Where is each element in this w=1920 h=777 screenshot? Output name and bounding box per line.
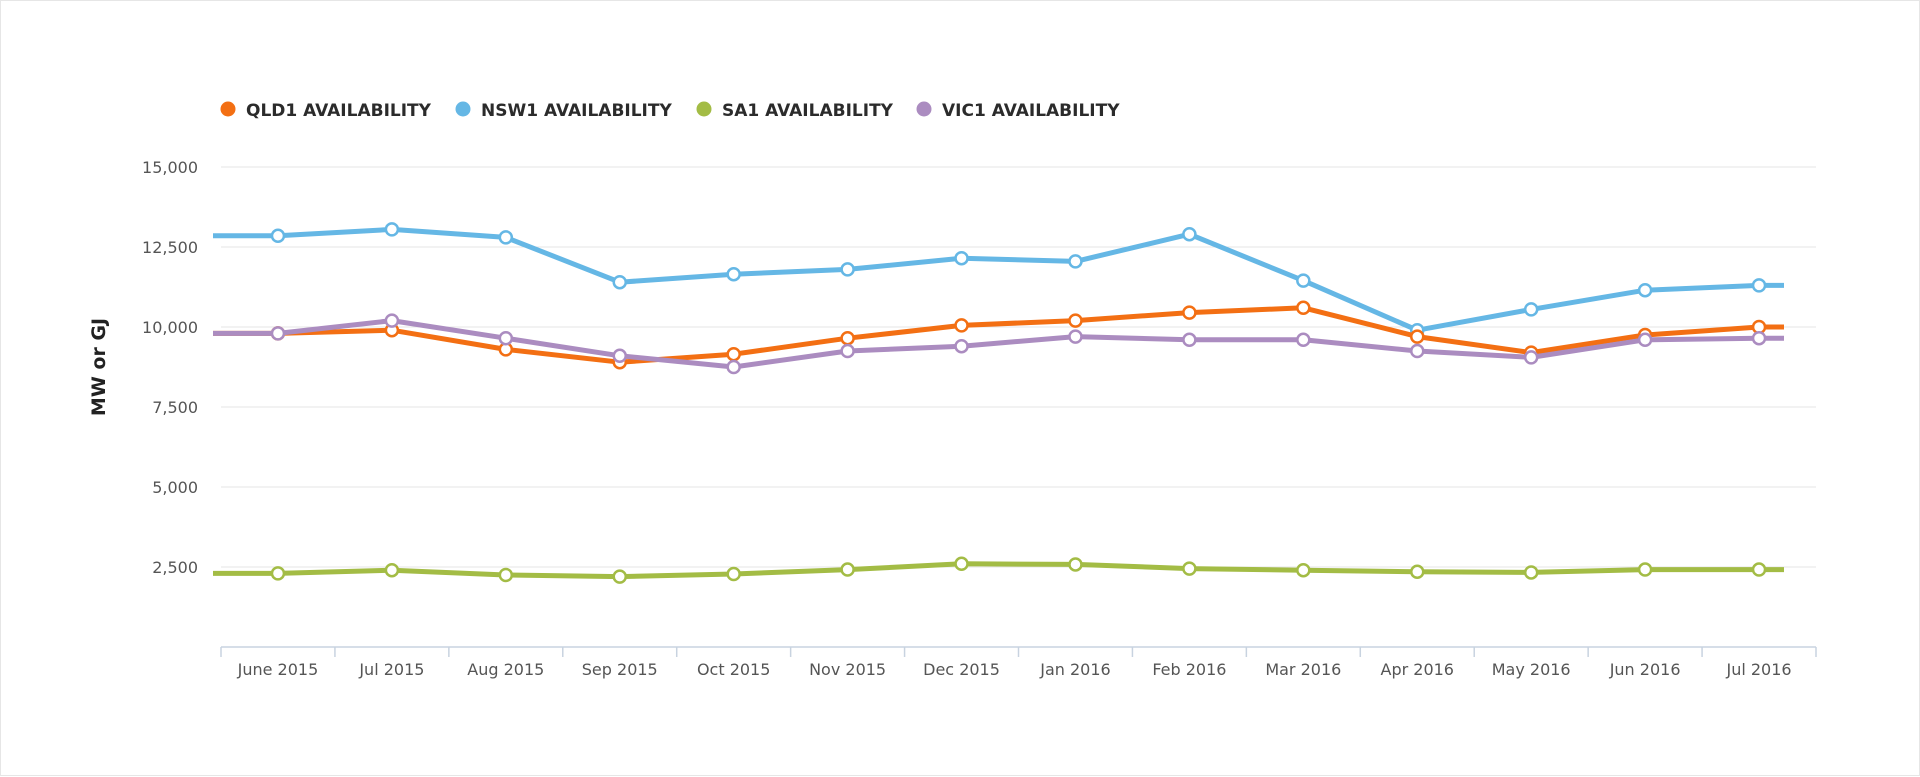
legend-swatch bbox=[220, 101, 236, 117]
data-point[interactable] bbox=[954, 250, 969, 266]
data-point[interactable] bbox=[1182, 561, 1197, 576]
data-point[interactable] bbox=[1523, 302, 1539, 317]
data-point[interactable] bbox=[1296, 562, 1311, 578]
y-tick-label: 15,000 bbox=[142, 158, 198, 177]
data-point[interactable] bbox=[1182, 332, 1197, 348]
legend-swatch bbox=[696, 101, 712, 117]
legend-item[interactable]: SA1 AVAILABILITY bbox=[696, 101, 894, 121]
data-point[interactable] bbox=[1068, 313, 1083, 328]
x-axis: June 2015 Jul 2015 Aug 2015 Sep 2015 Oct 201… bbox=[220, 646, 1817, 679]
series-line bbox=[213, 226, 1784, 333]
y-tick-label: 10,000 bbox=[142, 318, 198, 337]
x-tick-label: Jun 2016 bbox=[1609, 660, 1681, 679]
legend-item[interactable]: NSW1 AVAILABILITY bbox=[455, 101, 673, 121]
x-tick-label: Oct 2015 bbox=[697, 660, 770, 679]
data-point[interactable] bbox=[498, 567, 514, 583]
data-point[interactable] bbox=[612, 569, 627, 584]
series-vic1-availability bbox=[213, 313, 1784, 375]
x-tick-label: Jul 2015 bbox=[358, 660, 424, 679]
x-tick-label: Mar 2016 bbox=[1265, 660, 1341, 679]
y-axis-ticks: 2,500 5,000 7,500 10,000 12,500 15,000 bbox=[142, 158, 198, 577]
data-point[interactable] bbox=[954, 318, 969, 333]
data-point[interactable] bbox=[954, 338, 969, 354]
legend-label: QLD1 AVAILABILITY bbox=[246, 101, 432, 121]
x-tick-label: May 2016 bbox=[1492, 660, 1571, 679]
series-line bbox=[213, 561, 1784, 580]
data-point[interactable] bbox=[1637, 282, 1653, 298]
x-tick-label: Apr 2016 bbox=[1381, 660, 1454, 679]
y-tick-label: 2,500 bbox=[152, 558, 198, 577]
y-axis-label: MW or GJ bbox=[88, 318, 110, 416]
data-point[interactable] bbox=[498, 330, 514, 346]
x-tick-label: Aug 2015 bbox=[467, 660, 544, 679]
legend-label: NSW1 AVAILABILITY bbox=[481, 101, 672, 121]
data-point[interactable] bbox=[1068, 329, 1083, 344]
x-tick-label: Jul 2016 bbox=[1725, 660, 1791, 679]
series-nsw1-availability bbox=[213, 222, 1784, 338]
data-point[interactable] bbox=[1410, 329, 1425, 344]
data-point[interactable] bbox=[840, 262, 855, 277]
data-point[interactable] bbox=[1068, 557, 1083, 572]
data-point[interactable] bbox=[840, 343, 855, 359]
data-point[interactable] bbox=[1296, 300, 1311, 316]
data-point[interactable] bbox=[1296, 332, 1311, 348]
series-line bbox=[213, 305, 1784, 365]
data-point[interactable] bbox=[840, 562, 855, 577]
x-tick-label: Feb 2016 bbox=[1152, 660, 1226, 679]
data-point[interactable] bbox=[384, 313, 400, 328]
data-point[interactable] bbox=[1410, 343, 1425, 359]
series-lines bbox=[213, 222, 1784, 584]
legend-swatch bbox=[455, 101, 471, 117]
data-point[interactable] bbox=[726, 566, 741, 582]
data-point[interactable] bbox=[726, 346, 741, 362]
data-point[interactable] bbox=[270, 326, 286, 341]
legend-item[interactable]: VIC1 AVAILABILITY bbox=[916, 101, 1121, 121]
data-point[interactable] bbox=[1637, 562, 1653, 577]
series-sa1-availability bbox=[213, 556, 1784, 584]
data-point[interactable] bbox=[1068, 254, 1083, 269]
legend: QLD1 AVAILABILITY NSW1 AVAILABILITY SA1 AV… bbox=[220, 101, 1121, 121]
x-tick-label: June 2015 bbox=[237, 660, 319, 679]
gridlines bbox=[221, 166, 1816, 568]
data-point[interactable] bbox=[1751, 562, 1767, 577]
data-point[interactable] bbox=[384, 222, 400, 237]
data-point[interactable] bbox=[1751, 278, 1767, 293]
data-point[interactable] bbox=[954, 556, 969, 572]
data-point[interactable] bbox=[1523, 565, 1539, 580]
data-point[interactable] bbox=[726, 266, 741, 282]
x-tick-label: Dec 2015 bbox=[923, 660, 1000, 679]
data-point[interactable] bbox=[1182, 305, 1197, 320]
data-point[interactable] bbox=[270, 566, 286, 581]
y-tick-label: 5,000 bbox=[152, 478, 198, 497]
x-tick-label: Nov 2015 bbox=[809, 660, 886, 679]
data-point[interactable] bbox=[840, 330, 855, 346]
legend-label: SA1 AVAILABILITY bbox=[722, 101, 894, 121]
data-point[interactable] bbox=[612, 274, 627, 290]
data-point[interactable] bbox=[612, 348, 627, 364]
legend-item[interactable]: QLD1 AVAILABILITY bbox=[220, 101, 432, 121]
legend-swatch bbox=[916, 101, 932, 117]
data-point[interactable] bbox=[1296, 273, 1311, 288]
data-point[interactable] bbox=[270, 228, 286, 244]
x-tick-label: Sep 2015 bbox=[582, 660, 658, 679]
legend-label: VIC1 AVAILABILITY bbox=[942, 101, 1120, 121]
data-point[interactable] bbox=[1637, 332, 1653, 348]
data-point[interactable] bbox=[1523, 350, 1539, 365]
y-tick-label: 12,500 bbox=[142, 238, 198, 257]
data-point[interactable] bbox=[1182, 226, 1197, 242]
data-point[interactable] bbox=[498, 230, 514, 245]
y-tick-label: 7,500 bbox=[152, 398, 198, 417]
series-qld1-availability bbox=[213, 300, 1784, 370]
x-tick-label: Jan 2016 bbox=[1039, 660, 1110, 679]
data-point[interactable] bbox=[1410, 564, 1425, 580]
data-point[interactable] bbox=[384, 562, 400, 578]
data-point[interactable] bbox=[726, 359, 741, 375]
series-line bbox=[213, 318, 1784, 370]
data-point[interactable] bbox=[1751, 330, 1767, 346]
